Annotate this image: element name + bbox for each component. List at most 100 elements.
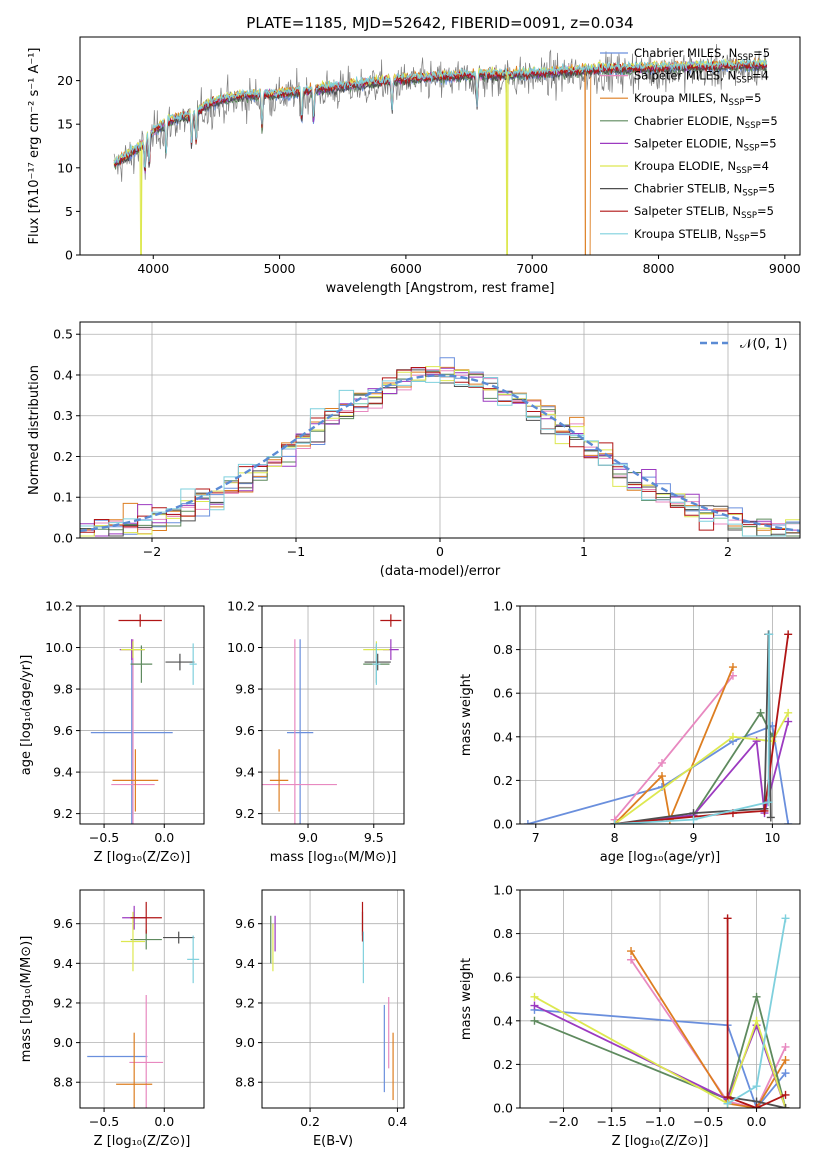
legend-nssp: =5 [749,227,766,241]
y-tick-label: 0.2 [493,1057,513,1072]
plus-marker [781,1069,790,1078]
plus-marker [756,708,765,717]
age_vs_mass-frame: 9.0 9.5 9.2 9.4 9.6 9.8 10.0 10.2 mass [log₁₀(M/… [227,599,405,865]
age_vs_mass-axes [262,605,404,824]
legend-label: Chabrier STELIB, N [634,182,742,196]
legend-entry: Chabrier ELODIE, NSSP=5 [634,114,778,131]
model-spectrum-8 [113,58,768,169]
series-line-5 [534,996,787,1108]
spectrum-frame: 4000 5000 6000 7000 8000 9000 0 5 10 15 20 waveleng… [27,36,801,296]
y-tick-label: 9.2 [53,995,73,1010]
model-spectrum-6 [113,61,768,172]
y-tick-label: 9.4 [53,956,73,971]
x-axis-label: (data-model)/error [380,564,501,579]
data-point-6 [163,931,195,944]
series-line-1 [613,675,734,821]
x-axis-label: wavelength [Angstrom, rest frame] [326,281,555,296]
y-axis-label: age [log₁₀(age/yr)] [19,655,34,776]
plus-marker [752,1082,761,1091]
legend-label: Salpeter ELODIE, N [634,136,744,150]
x-tick-label: 6000 [390,261,422,276]
legend-label: 𝒩(0, 1) [740,337,787,352]
plus-marker [752,992,761,1001]
x-tick-label: −1.5 [597,1114,627,1129]
plus-marker [728,732,737,741]
legend-label: Chabrier MILES, N [634,46,737,60]
y-tick-label: 0.0 [493,817,513,832]
legend-subscript: SSP [737,53,753,63]
legend-entry: Chabrier MILES, NSSP=5 [634,46,770,63]
x-axis-label: Z [log₁₀(Z/Z⊙)] [94,850,191,865]
model-spectrum-5 [113,58,767,255]
series-line-2 [630,950,787,1108]
x-tick-label: 8 [611,830,619,845]
plot-frame [79,889,205,1109]
y-tick-label: 9.6 [53,916,73,931]
legend-entry: Salpeter ELODIE, NSSP=5 [634,136,777,153]
y-axis-label: mass [log₁₀(M/M⊙)] [19,936,34,1063]
y-axis-label: Flux [fλ10⁻¹⁷ erg cm⁻² s⁻¹ A⁻¹] [27,48,42,245]
legend-entry: Chabrier STELIB, NSSP=5 [634,182,775,199]
plus-marker [627,955,636,964]
legend-subscript: SSP [736,76,752,86]
data-point-5 [120,641,146,658]
series-line-6 [614,634,772,824]
y-tick-label: 9.0 [53,1035,73,1050]
x-tick-label: −0.5 [693,1114,723,1129]
legend-nssp: =5 [758,182,775,196]
legend-entry: Kroupa MILES, NSSP=5 [634,91,761,108]
y-tick-label: 9.0 [235,1035,255,1050]
data-point-1 [111,639,155,824]
data-point-2 [269,749,289,812]
legend-label: Salpeter MILES, N [634,69,736,83]
mass_vs_ebv-frame: 0.2 0.4 8.8 9.0 9.2 9.4 9.6 E(B-V) [235,889,408,1149]
plot-frame [519,605,801,825]
y-tick-label: 9.8 [53,682,73,697]
data-point-7 [130,901,162,934]
x-tick-label: 0.0 [154,1114,174,1129]
legend-nssp: =4 [752,69,769,83]
y-tick-label: 0.6 [493,686,513,701]
series-line-1 [630,959,787,1108]
x-tick-label: 0.0 [154,830,174,845]
x-tick-label: 7000 [516,261,548,276]
plus-marker [752,1104,761,1108]
age_vs_mass-points [262,614,402,824]
plus-marker [530,992,539,1001]
chart-title: PLATE=1185, MJD=52642, FIBERID=0091, z=0… [246,14,633,32]
legend-nssp: =5 [760,136,777,150]
x-tick-label: 9000 [769,261,801,276]
plot-frame [79,36,801,256]
plus-marker [784,717,793,726]
legend-nssp: =4 [752,159,769,173]
x-tick-label: 0.4 [388,1114,408,1129]
plus-marker [766,813,775,822]
x-tick-label: 7 [532,830,540,845]
data-point-5 [120,911,146,972]
weight_vs_Z-lines [530,914,790,1108]
legend-nssp: =5 [761,114,778,128]
series-line-7 [726,918,786,1108]
plot-frame [261,605,405,825]
x-tick-label: 10 [764,830,780,845]
age_vs_Z-axes [80,605,204,824]
y-tick-label: 9.8 [235,682,255,697]
plot-frame [261,889,405,1109]
data-point-7 [118,614,162,627]
plot-frame [79,605,205,825]
x-tick-label: −1.0 [645,1114,675,1129]
series-line-0 [534,1009,787,1108]
y-tick-label: 0.4 [493,729,513,744]
legend-label: Salpeter STELIB, N [634,204,741,218]
y-tick-label: 1.0 [493,599,513,614]
plus-marker [760,806,769,815]
plus-marker [723,914,732,923]
legend-nssp: =5 [744,91,761,105]
y-tick-label: 0.2 [493,773,513,788]
y-tick-label: 8.8 [235,1075,255,1090]
data-point-7 [380,614,402,627]
plus-marker [657,772,666,781]
y-tick-label: 0.2 [53,449,73,464]
data-point-2 [116,1032,153,1108]
